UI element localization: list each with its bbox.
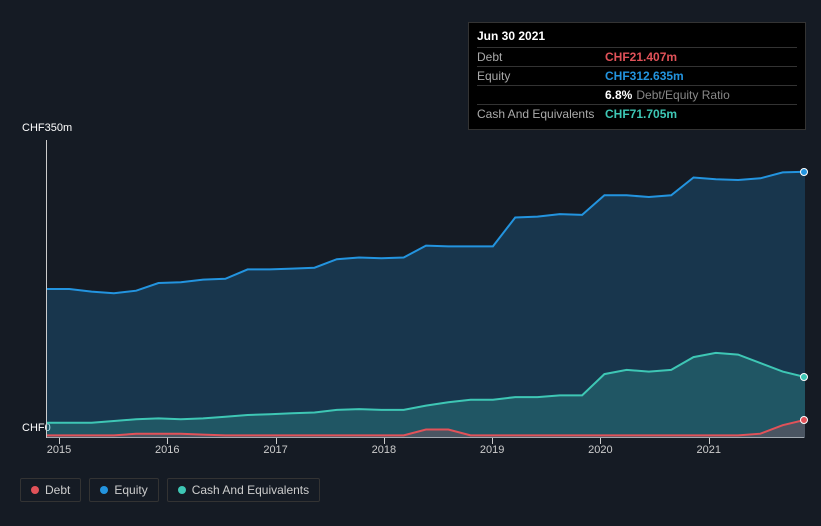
chart-legend: Debt Equity Cash And Equivalents [20, 478, 320, 502]
chart-svg [47, 140, 805, 438]
tooltip-label [477, 88, 605, 102]
chart-plot-area[interactable] [46, 140, 804, 438]
y-axis-max-label: CHF350m [22, 122, 72, 134]
x-axis-tick-mark [384, 438, 385, 444]
x-axis-label: 2018 [372, 444, 396, 456]
legend-swatch [31, 486, 39, 494]
legend-item-equity[interactable]: Equity [89, 478, 158, 502]
tooltip-label: Cash And Equivalents [477, 107, 605, 121]
x-axis-label: 2016 [155, 444, 179, 456]
legend-item-debt[interactable]: Debt [20, 478, 81, 502]
legend-label: Cash And Equivalents [192, 483, 309, 497]
tooltip-row-ratio: 6.8%Debt/Equity Ratio [477, 86, 797, 105]
tooltip-row-equity: Equity CHF312.635m [477, 67, 797, 86]
x-axis-label: 2020 [588, 444, 612, 456]
x-axis-tick-mark [709, 438, 710, 444]
tooltip-date: Jun 30 2021 [477, 29, 797, 48]
legend-swatch [100, 486, 108, 494]
tooltip-row-debt: Debt CHF21.407m [477, 48, 797, 67]
tooltip-row-cash: Cash And Equivalents CHF71.705m [477, 105, 797, 123]
tooltip-value: CHF71.705m [605, 107, 677, 121]
series-end-marker [800, 416, 808, 424]
x-axis-tick-mark [276, 438, 277, 444]
x-axis-label: 2017 [263, 444, 287, 456]
x-axis-label: 2015 [47, 444, 71, 456]
chart-tooltip: Jun 30 2021 Debt CHF21.407m Equity CHF31… [468, 22, 806, 130]
legend-swatch [178, 486, 186, 494]
series-end-marker [800, 168, 808, 176]
tooltip-label: Equity [477, 69, 605, 83]
legend-item-cash[interactable]: Cash And Equivalents [167, 478, 320, 502]
tooltip-value: CHF21.407m [605, 50, 677, 64]
x-axis-label: 2021 [696, 444, 720, 456]
tooltip-label: Debt [477, 50, 605, 64]
x-axis-tick-mark [167, 438, 168, 444]
legend-label: Equity [114, 483, 147, 497]
series-end-marker [800, 373, 808, 381]
x-axis-tick-mark [59, 438, 60, 444]
legend-label: Debt [45, 483, 70, 497]
x-axis-label: 2019 [480, 444, 504, 456]
tooltip-value: 6.8%Debt/Equity Ratio [605, 88, 730, 102]
tooltip-value: CHF312.635m [605, 69, 684, 83]
x-axis-tick-mark [492, 438, 493, 444]
x-axis-tick-mark [600, 438, 601, 444]
